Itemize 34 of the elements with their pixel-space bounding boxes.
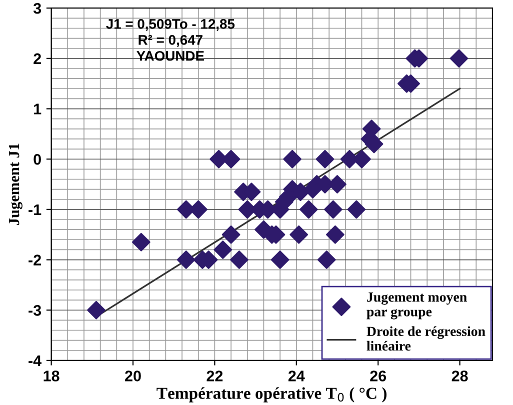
point	[299, 200, 318, 219]
point	[450, 49, 468, 68]
point	[283, 150, 302, 168]
x-tick-label: 24	[288, 370, 305, 382]
y-tick-label: -4	[28, 355, 42, 366]
point	[290, 225, 308, 244]
y-tick-label: 1	[34, 104, 42, 114]
y-tick-label: -2	[28, 254, 41, 266]
point	[270, 250, 290, 269]
y-tick-label: 0	[34, 154, 41, 165]
legend-label: Jugement moyen par groupe	[366, 292, 467, 320]
x-tick-label: 28	[452, 370, 468, 382]
point	[317, 250, 336, 269]
legend-label: Droite de régression linéaire	[366, 326, 486, 351]
point	[347, 200, 366, 219]
point	[324, 200, 342, 219]
point	[132, 232, 150, 252]
point	[326, 225, 344, 244]
y-axis-title: Jugement J1	[8, 144, 22, 225]
y-tick-label: 2	[34, 53, 41, 64]
point	[87, 300, 106, 320]
point	[222, 225, 240, 244]
x-tick-label: 26	[370, 370, 386, 382]
point	[176, 250, 196, 269]
x-tick-label: 18	[44, 370, 60, 382]
x-tick-label: 22	[206, 370, 223, 382]
x-axis-title: Température opérative T$_{0}$ ( °C )	[156, 387, 386, 402]
y-tick-label: 3	[33, 2, 42, 14]
point	[214, 240, 232, 259]
x-tick-label: 20	[125, 370, 141, 382]
y-tick-label: -1	[28, 204, 42, 215]
y-tick-label: -3	[28, 304, 42, 316]
point	[230, 250, 248, 269]
point	[316, 150, 334, 168]
